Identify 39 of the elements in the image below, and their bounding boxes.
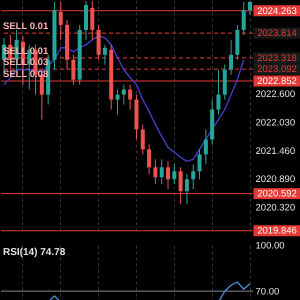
- candlestick: [204, 128, 208, 165]
- ref-line-label: SELL 0.01: [3, 21, 49, 32]
- y-tick-label: 2022.030: [256, 117, 296, 128]
- chart-title: RSI(14) 74.78: [3, 247, 66, 258]
- candlestick: [153, 158, 158, 185]
- candlestick: [216, 69, 220, 116]
- text: 2020.592: [257, 188, 297, 200]
- candlestick: [178, 166, 183, 205]
- candlestick: [248, 0, 252, 16]
- y-tick-label: 2020.890: [256, 174, 296, 186]
- candlestick: [122, 84, 126, 106]
- candlestick: [71, 54, 76, 86]
- text: 2023.092: [257, 64, 297, 76]
- y-tick-label: 100.00: [256, 240, 285, 252]
- text: 2023.318: [257, 52, 297, 64]
- candlestick: [58, 1, 63, 40]
- candlestick: [102, 44, 107, 66]
- candlestick: [242, 1, 246, 36]
- candlestick: [140, 124, 145, 155]
- y-tick-label: 2022.600: [256, 89, 296, 100]
- candlestick: [116, 89, 120, 116]
- y-tick-label: 2020.320: [256, 202, 296, 214]
- candlestick: [198, 148, 202, 180]
- line-series: [3, 35, 244, 162]
- y-tick-label: 70.00: [256, 286, 280, 298]
- candlestick: [191, 164, 196, 190]
- candlestick: [147, 144, 152, 175]
- candlestick: [160, 158, 164, 185]
- text: 2023.814: [257, 28, 297, 40]
- y-tick-label: 2021.460: [256, 146, 296, 157]
- candlestick: [184, 174, 189, 205]
- text: 2024.263: [257, 6, 297, 17]
- candlestick: [166, 160, 170, 190]
- candlestick: [90, 0, 94, 40]
- candlestick: [229, 39, 234, 76]
- text: 2019.846: [257, 226, 297, 237]
- text: 2022.852: [257, 76, 297, 88]
- candlestick: [128, 84, 132, 110]
- candlestick: [172, 164, 176, 185]
